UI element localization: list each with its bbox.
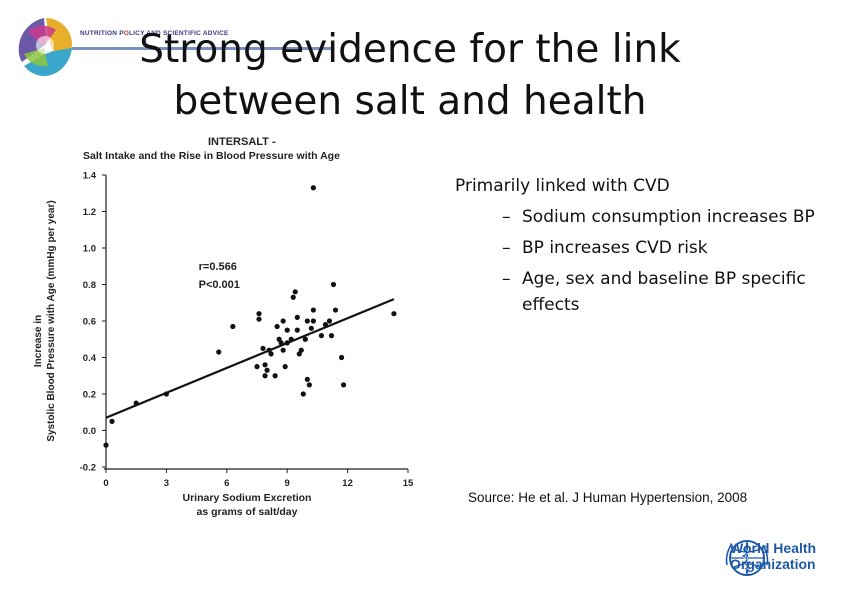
who-line2: Organization: [730, 556, 816, 572]
data-point: [283, 364, 288, 369]
chart-subtitle: Salt Intake and the Rise in Blood Pressu…: [83, 150, 340, 162]
y-tick-label: 0.6: [83, 317, 96, 328]
x-tick-label: 15: [403, 478, 414, 489]
data-point: [299, 348, 304, 353]
bullet-main: Primarily linked with CVD: [455, 173, 825, 199]
trend-line: [106, 299, 394, 418]
y-tick-label: 1.0: [83, 244, 96, 255]
data-point: [256, 311, 261, 316]
data-point: [341, 382, 346, 387]
data-point: [264, 368, 269, 373]
data-point: [164, 391, 169, 396]
sub-bullet: – Sodium consumption increases BP: [455, 204, 825, 230]
sub-bullet-text: BP increases CVD risk: [522, 238, 708, 258]
data-point: [134, 401, 139, 406]
page-title: Strong evidence for the link between sal…: [100, 24, 720, 132]
data-point: [301, 391, 306, 396]
sub-bullet: – BP increases CVD risk: [455, 235, 825, 261]
data-point: [260, 346, 265, 351]
sub-bullet-text: Age, sex and baseline BP specific effect…: [522, 269, 806, 315]
data-point: [309, 326, 314, 331]
data-point: [285, 328, 290, 333]
x-tick-label: 9: [285, 478, 290, 489]
y-axis-label: Increase in: [33, 315, 44, 367]
data-point: [285, 340, 290, 345]
data-point: [305, 377, 310, 382]
data-point: [103, 443, 108, 448]
source-citation: Source: He et al. J Human Hypertension, …: [468, 490, 747, 505]
y-tick-label: 1.2: [83, 207, 96, 218]
p-value-annotation: P<0.001: [199, 279, 240, 291]
correlation-annotation: r=0.566: [199, 261, 237, 273]
data-point: [289, 337, 294, 342]
data-point: [319, 333, 324, 338]
y-tick-label: 1.4: [83, 171, 97, 182]
who-line1: World Health: [730, 540, 816, 556]
data-point: [305, 318, 310, 323]
data-point: [262, 373, 267, 378]
x-axis-label: Urinary Sodium Excretion: [183, 492, 312, 504]
data-point: [311, 307, 316, 312]
data-point: [311, 185, 316, 190]
intersalt-scatter-chart: INTERSALT - Salt Intake and the Rise in B…: [28, 128, 438, 523]
chart-title: INTERSALT -: [208, 136, 276, 148]
data-point: [293, 289, 298, 294]
data-point: [329, 333, 334, 338]
bullet-list: Primarily linked with CVD – Sodium consum…: [455, 173, 825, 318]
data-point: [291, 295, 296, 300]
nutrition-logo: [14, 14, 78, 80]
x-axis-label: as grams of salt/day: [197, 506, 298, 518]
x-tick-label: 0: [103, 478, 108, 489]
sub-bullet: – Age, sex and baseline BP specific effec…: [455, 266, 825, 318]
dash-glyph: –: [502, 235, 511, 261]
data-point: [323, 322, 328, 327]
data-point: [109, 419, 114, 424]
data-point: [303, 337, 308, 342]
data-point: [331, 282, 336, 287]
x-tick-label: 12: [342, 478, 353, 489]
data-point: [281, 348, 286, 353]
data-point: [275, 324, 280, 329]
who-logo-text: World Health Organization: [730, 540, 816, 572]
data-point: [281, 318, 286, 323]
data-point: [295, 315, 300, 320]
y-tick-label: 0.2: [83, 390, 96, 401]
x-tick-label: 6: [224, 478, 229, 489]
y-tick-label: 0.8: [83, 280, 96, 291]
sub-bullet-text: Sodium consumption increases BP: [522, 207, 815, 227]
data-point: [262, 362, 267, 367]
data-point: [256, 317, 261, 322]
data-point: [391, 311, 396, 316]
dash-glyph: –: [502, 266, 511, 292]
y-tick-label: 0.4: [83, 353, 97, 364]
data-point: [268, 351, 273, 356]
data-point: [339, 355, 344, 360]
data-point: [307, 382, 312, 387]
dash-glyph: –: [502, 204, 511, 230]
data-point: [273, 373, 278, 378]
x-tick-label: 3: [164, 478, 169, 489]
y-tick-label: -0.2: [80, 463, 96, 474]
y-tick-label: 0.0: [83, 426, 96, 437]
data-point: [254, 364, 259, 369]
data-point: [279, 340, 284, 345]
y-axis-label: Systolic Blood Pressure with Age (mmHg p…: [46, 200, 57, 441]
data-point: [311, 318, 316, 323]
data-point: [333, 307, 338, 312]
data-point: [230, 324, 235, 329]
data-point: [327, 318, 332, 323]
data-point: [295, 328, 300, 333]
data-point: [216, 349, 221, 354]
